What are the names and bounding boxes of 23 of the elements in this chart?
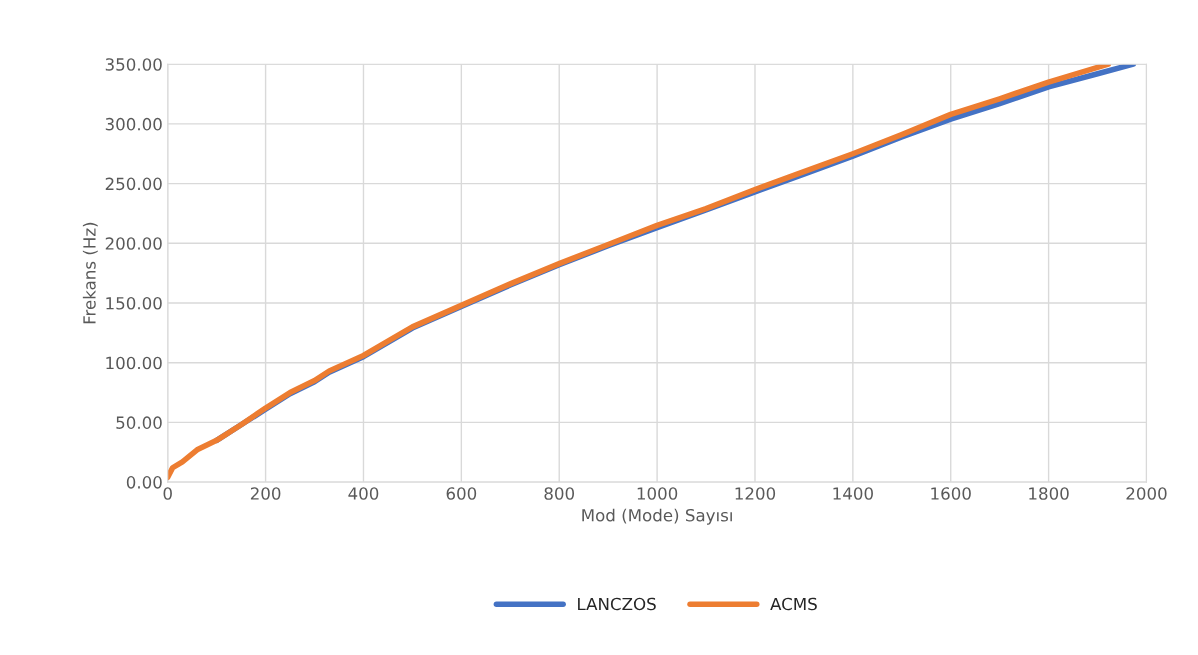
legend-label: LANCZOS	[578, 597, 656, 611]
x-tick-label: 2000	[1126, 487, 1167, 500]
y-axis-title: Frekans (Hz)	[82, 222, 98, 324]
legend-label: ACMS	[770, 597, 817, 611]
x-axis-title: Mod (Mode) Sayısı	[582, 508, 732, 525]
x-tick-label: 400	[348, 487, 379, 500]
y-tick-label: 150.00	[106, 296, 162, 310]
y-tick-label: 250.00	[105, 177, 162, 191]
y-tick-label: 350.00	[105, 58, 162, 71]
y-tick-label: 0.00	[126, 476, 162, 489]
y-tick-label: 300.00	[105, 117, 162, 131]
x-tick-label: 1600	[931, 487, 971, 500]
y-tick-label: 50.00	[116, 416, 162, 429]
x-tick-label: 800	[544, 487, 575, 500]
y-tick-label: 100.00	[106, 356, 162, 370]
y-tick-label: 200.00	[105, 237, 162, 250]
x-tick-label: 600	[446, 487, 477, 500]
x-tick-label: 200	[250, 487, 281, 500]
x-tick-label: 1800	[1029, 487, 1069, 500]
x-tick-label: 1400	[833, 487, 873, 500]
x-tick-label: 0	[163, 487, 172, 500]
x-tick-label: 1200	[735, 487, 776, 500]
x-tick-label: 1000	[637, 487, 678, 500]
